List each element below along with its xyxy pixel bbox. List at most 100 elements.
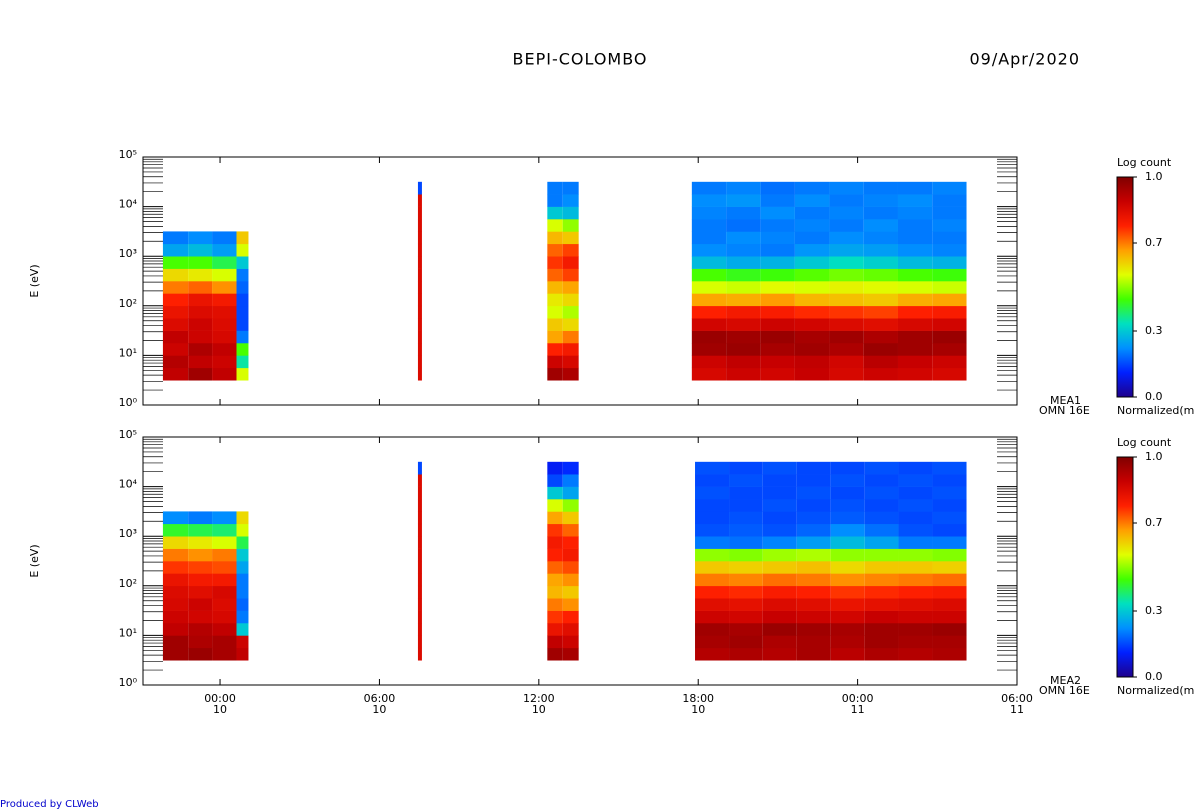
cell (796, 635, 831, 649)
cell (188, 256, 213, 269)
cell (830, 647, 865, 661)
cell (897, 268, 933, 282)
cell (695, 573, 730, 587)
cell (562, 206, 579, 220)
cell (897, 342, 933, 356)
cell (236, 305, 249, 319)
cell (829, 318, 864, 331)
cell (932, 585, 967, 599)
cell (796, 647, 831, 661)
cell (162, 622, 189, 636)
cell (691, 342, 727, 356)
cell (762, 598, 797, 611)
cell (691, 268, 727, 282)
cell (794, 342, 830, 356)
cell (417, 293, 422, 307)
cell (547, 206, 563, 220)
cell (695, 474, 730, 487)
cell (188, 561, 213, 574)
cell (162, 367, 189, 381)
cell (932, 194, 967, 207)
cell (796, 573, 831, 587)
cell (691, 367, 727, 381)
cell (729, 610, 763, 624)
cell (864, 635, 899, 649)
cell (794, 268, 830, 282)
cell (691, 243, 727, 257)
cell (562, 330, 579, 344)
cell (864, 622, 899, 636)
cell (417, 561, 422, 574)
cell (932, 548, 967, 562)
cell (794, 318, 830, 331)
colorbar-tick-label: 0.3 (1145, 604, 1163, 617)
colorbar-label: Normalized(m (1117, 404, 1194, 417)
y-tick-label: 10¹ (119, 626, 137, 639)
cell (829, 330, 864, 344)
cell (864, 486, 899, 500)
cell (417, 499, 422, 512)
cell (932, 367, 967, 381)
cell (830, 598, 865, 611)
cell (932, 573, 967, 587)
cell (762, 573, 797, 587)
cell (729, 511, 763, 525)
cell (932, 536, 967, 549)
cell (829, 293, 864, 307)
cell (726, 318, 761, 331)
cell (863, 206, 898, 220)
cell (695, 486, 730, 500)
cell (188, 243, 213, 257)
cell (162, 256, 189, 269)
cell (932, 342, 967, 356)
cell (932, 622, 967, 636)
cell (417, 243, 422, 257)
y-tick-label: 10⁰ (119, 676, 138, 689)
cell (729, 585, 763, 599)
cell (691, 194, 727, 207)
cell (794, 256, 830, 269)
cell (830, 536, 865, 549)
cell (898, 585, 933, 599)
cell (932, 461, 967, 475)
cell (897, 281, 933, 294)
cell (547, 523, 563, 537)
cell (547, 330, 563, 344)
cell (691, 231, 727, 245)
cell (695, 511, 730, 525)
cell (562, 268, 579, 282)
cell (932, 281, 967, 294)
cell (562, 598, 579, 611)
cell (236, 635, 249, 649)
cell (162, 305, 189, 319)
cell (863, 181, 898, 195)
cell (212, 256, 237, 269)
cell (726, 206, 761, 220)
cell (691, 219, 727, 232)
cell (547, 474, 563, 487)
cell (829, 256, 864, 269)
cell (188, 598, 213, 611)
cell (162, 536, 189, 549)
cell (830, 499, 865, 512)
cell (830, 573, 865, 587)
cell (830, 561, 865, 574)
y-tick-label: 10² (119, 297, 137, 310)
cell (562, 585, 579, 599)
cell (212, 573, 237, 587)
cell (796, 474, 831, 487)
cell (726, 293, 761, 307)
cell (236, 318, 249, 331)
y-tick-label: 10⁰ (119, 396, 138, 409)
cell (212, 610, 237, 624)
cell (762, 536, 797, 549)
cell (212, 305, 237, 319)
y-tick-label: 10⁴ (119, 198, 138, 211)
cell (932, 647, 967, 661)
cell (212, 243, 237, 257)
cell (547, 256, 563, 269)
cell (212, 268, 237, 282)
cell (417, 474, 422, 487)
cell (898, 598, 933, 611)
cell (562, 647, 579, 661)
